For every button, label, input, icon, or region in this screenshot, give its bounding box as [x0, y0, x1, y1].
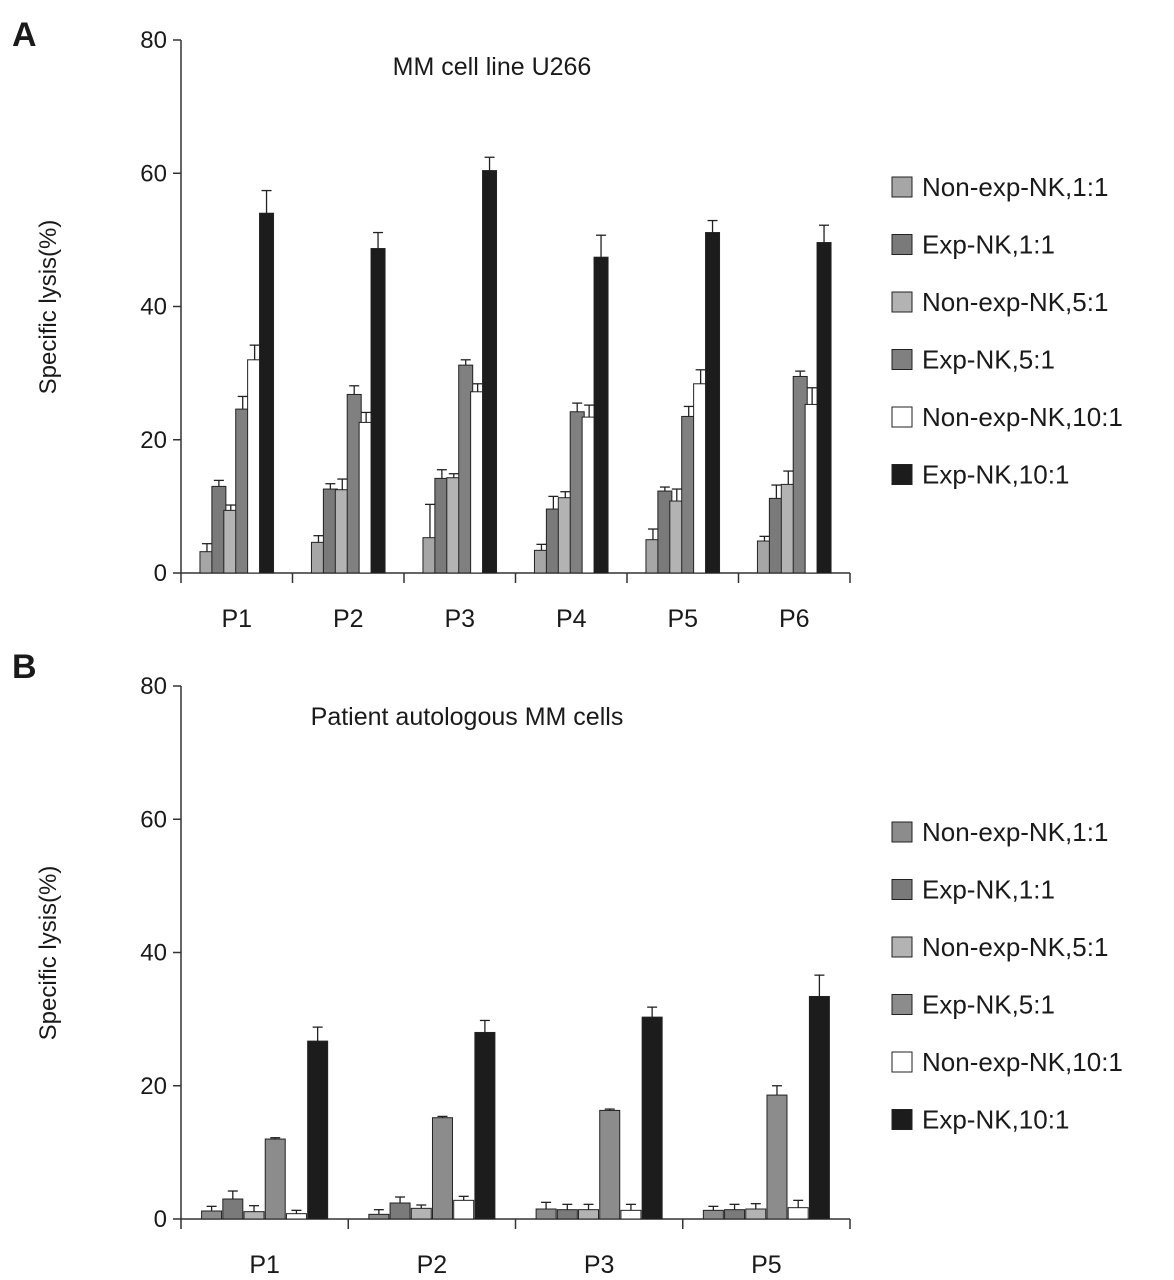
y-tick-label: 20 — [140, 427, 167, 454]
x-category-label: P2 — [417, 1251, 448, 1279]
panel-b-chart: B Patient autologous MM cells Specific lys… — [12, 648, 1123, 1279]
legend-label: Exp-NK,1:1 — [922, 230, 1055, 260]
bar — [816, 242, 832, 574]
bar — [410, 1207, 432, 1220]
legend-label: Non-exp-NK,10:1 — [922, 1047, 1123, 1077]
bar — [453, 1199, 475, 1220]
y-axis-label: Specific lysis(%) — [35, 220, 62, 395]
bar — [641, 1016, 663, 1220]
y-tick-label: 80 — [140, 27, 167, 54]
legend-label: Non-exp-NK,1:1 — [922, 172, 1108, 202]
bar — [368, 1213, 390, 1220]
legend-label: Non-exp-NK,5:1 — [922, 287, 1108, 317]
x-category-label: P1 — [249, 1251, 280, 1279]
legend-label: Exp-NK,5:1 — [922, 990, 1055, 1020]
legend-swatch — [891, 464, 913, 485]
y-tick-label: 40 — [140, 940, 167, 967]
y-tick-label: 20 — [140, 1073, 167, 1100]
bar — [535, 1208, 557, 1220]
bar — [620, 1209, 642, 1220]
chart-title: MM cell line U266 — [393, 53, 592, 81]
bar — [431, 1117, 453, 1220]
bar — [599, 1109, 621, 1220]
bar — [556, 1209, 578, 1220]
bar — [370, 248, 386, 574]
legend-swatch — [891, 291, 913, 313]
legend-swatch — [891, 349, 913, 370]
bar — [724, 1209, 746, 1220]
bar — [259, 212, 275, 574]
x-category-label: P5 — [667, 605, 698, 633]
bar — [787, 1207, 809, 1220]
legend-swatch — [891, 234, 913, 255]
bar — [201, 1210, 223, 1220]
legend-swatch — [891, 879, 913, 900]
y-tick-label: 40 — [140, 294, 167, 321]
x-category-label: P5 — [751, 1251, 782, 1279]
legend-label: Exp-NK,10:1 — [922, 460, 1069, 490]
legend-swatch — [891, 1109, 913, 1130]
legend-swatch — [891, 1051, 913, 1073]
bar — [705, 232, 721, 574]
chart-title: Patient autologous MM cells — [311, 703, 624, 731]
panel-letter: B — [12, 648, 37, 686]
legend-label: Non-exp-NK,10:1 — [922, 402, 1123, 432]
x-category-label: P3 — [584, 1251, 615, 1279]
x-category-label: P6 — [779, 605, 810, 633]
bar — [702, 1209, 724, 1220]
bar — [474, 1031, 496, 1220]
x-category-label: P1 — [221, 605, 252, 633]
bar — [766, 1094, 788, 1220]
legend-label: Non-exp-NK,5:1 — [922, 932, 1108, 962]
bar — [222, 1198, 244, 1220]
bar — [285, 1213, 307, 1220]
bar — [264, 1138, 286, 1220]
y-tick-label: 60 — [140, 806, 167, 833]
bar — [389, 1202, 411, 1220]
legend-label: Exp-NK,5:1 — [922, 345, 1055, 375]
legend-swatch — [891, 821, 913, 843]
y-tick-label: 80 — [140, 673, 167, 700]
panel-letter: A — [12, 16, 37, 54]
bar — [745, 1208, 767, 1220]
x-category-label: P4 — [556, 605, 587, 633]
legend-swatch — [891, 406, 913, 428]
bar — [307, 1040, 329, 1220]
x-category-label: P2 — [333, 605, 364, 633]
legend-swatch — [891, 994, 913, 1015]
legend-swatch — [891, 176, 913, 198]
bar — [808, 995, 830, 1220]
x-category-label: P3 — [444, 605, 475, 633]
legend-label: Exp-NK,1:1 — [922, 875, 1055, 905]
legend-swatch — [891, 936, 913, 958]
legend-label: Exp-NK,10:1 — [922, 1105, 1069, 1135]
bar — [482, 170, 498, 574]
panel-a-chart: A MM cell line U266 Specific lysis(%) 0 20 40… — [12, 16, 1123, 633]
bar — [578, 1209, 600, 1220]
y-tick-label: 0 — [154, 560, 167, 587]
legend-label: Non-exp-NK,1:1 — [922, 817, 1108, 847]
bar — [243, 1211, 265, 1220]
y-tick-label: 60 — [140, 160, 167, 187]
y-tick-label: 0 — [154, 1206, 167, 1233]
y-axis-label: Specific lysis(%) — [35, 866, 62, 1041]
bar — [593, 256, 609, 574]
